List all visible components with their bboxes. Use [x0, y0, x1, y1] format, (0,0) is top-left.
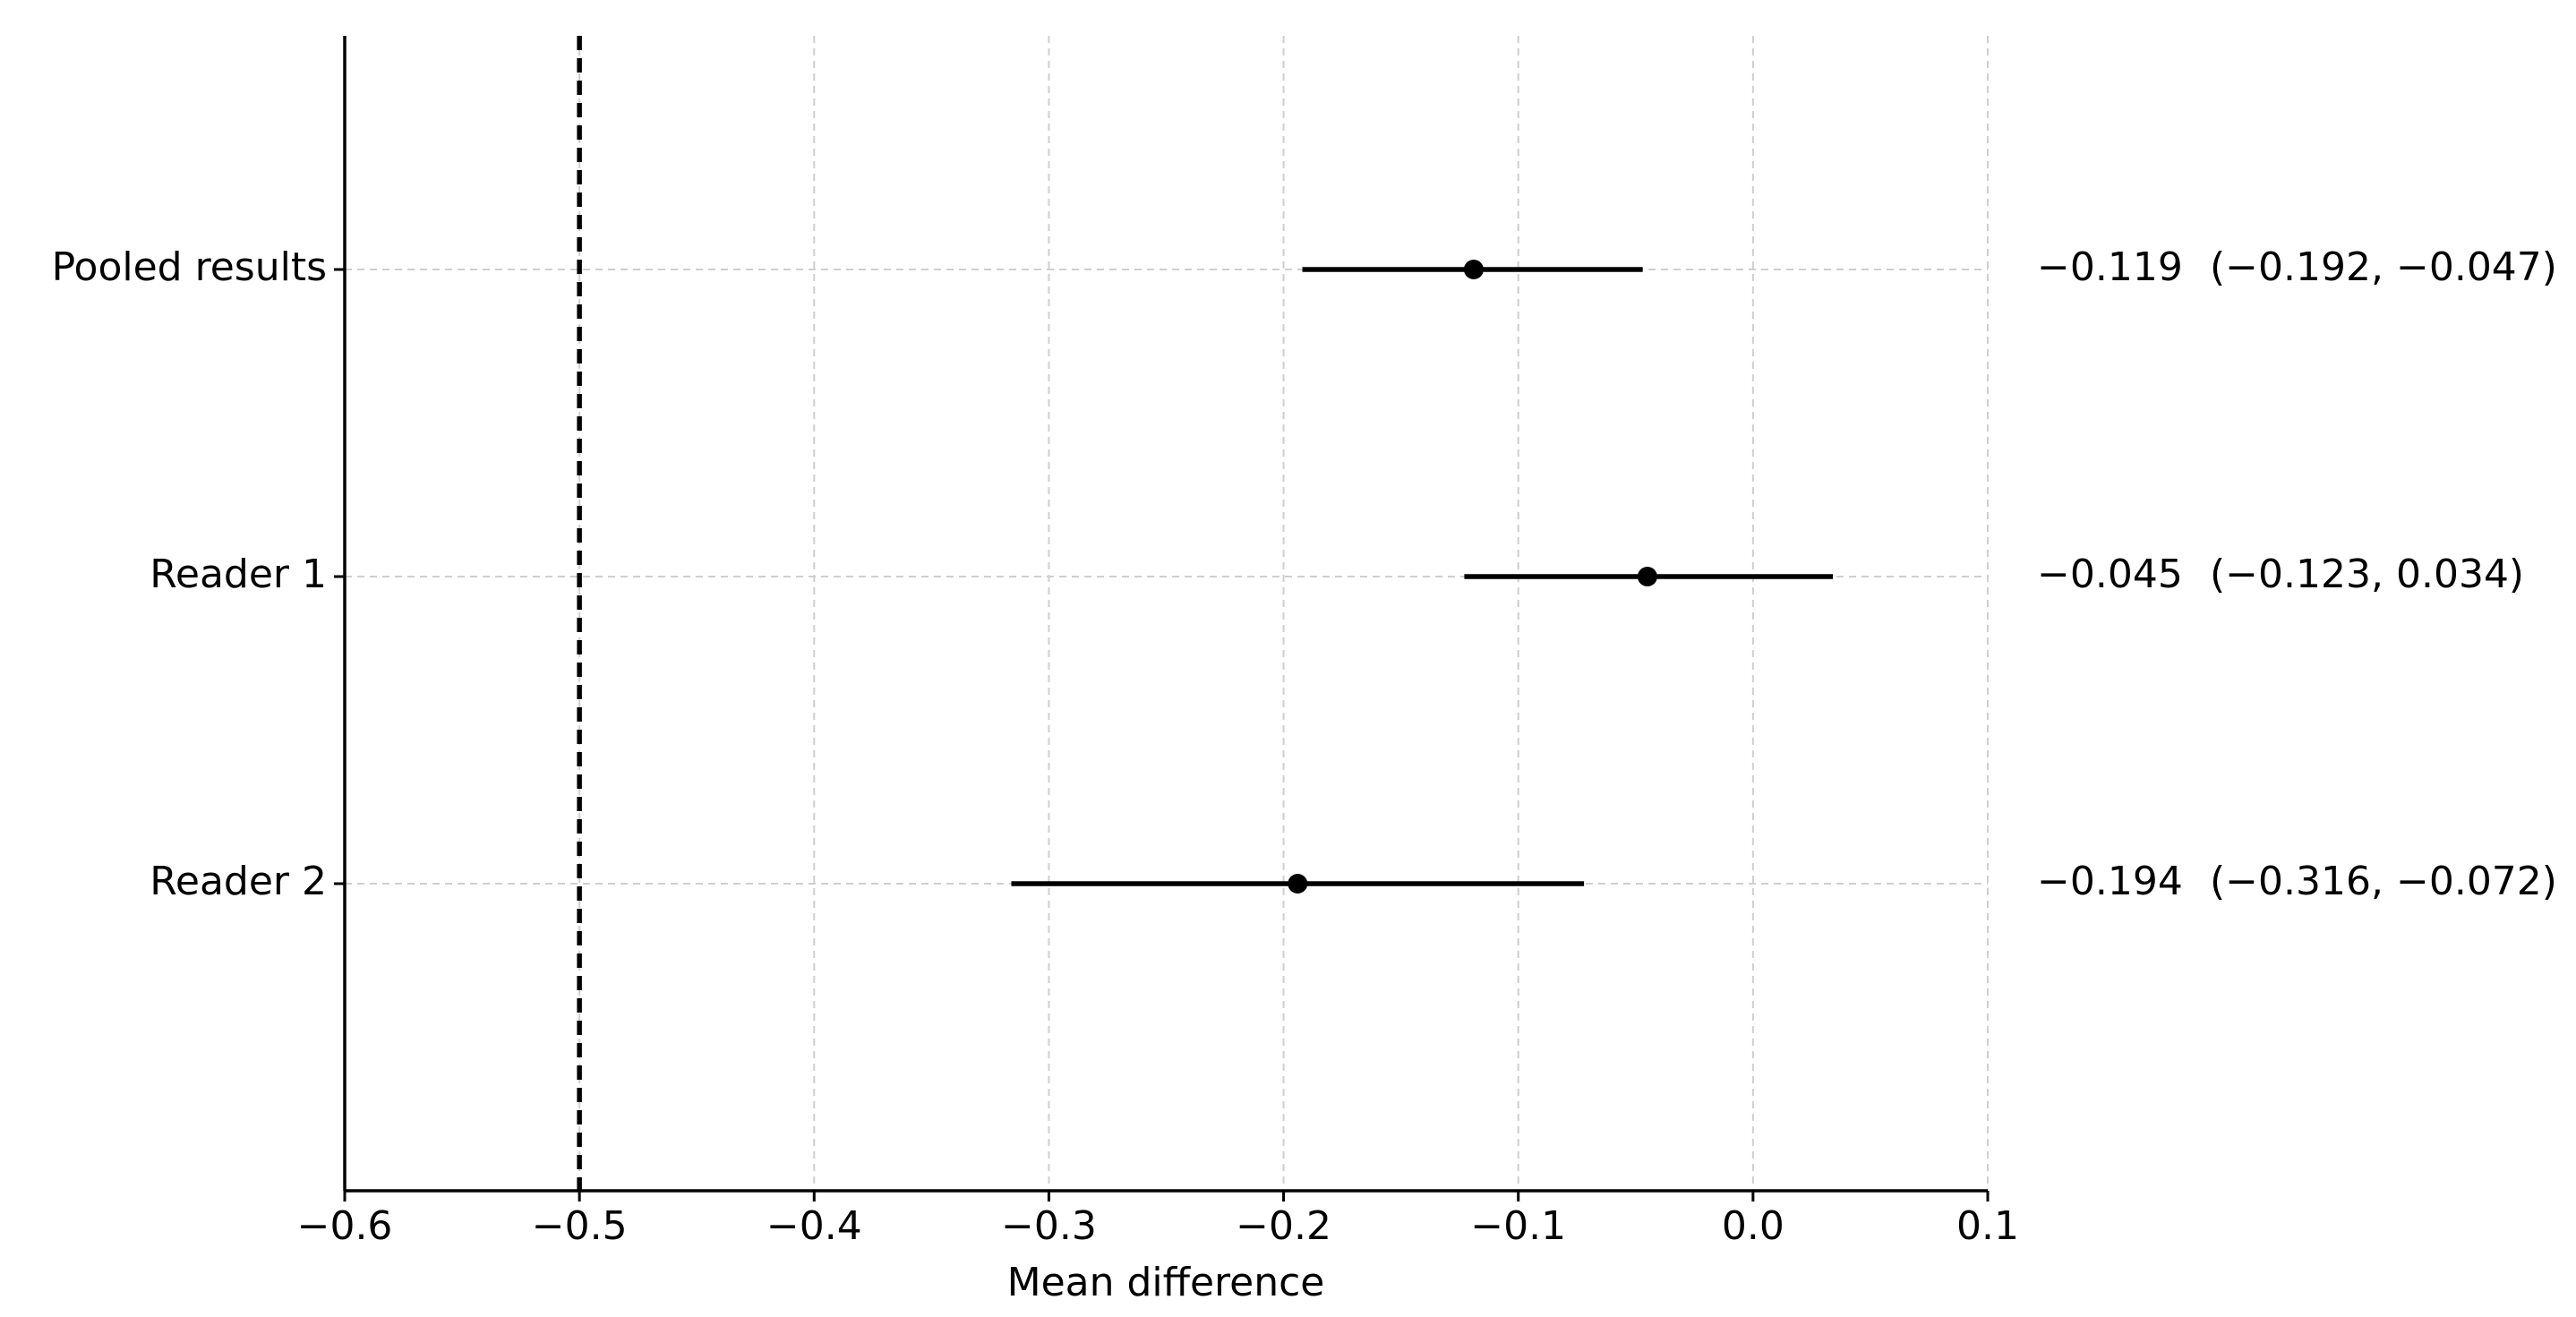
- x-tick-label: −0.5: [532, 1203, 628, 1249]
- value-label: −0.194: [2037, 859, 2183, 904]
- x-tick-label: −0.1: [1470, 1203, 1566, 1249]
- ci-label: (−0.192, −0.047): [2210, 244, 2557, 290]
- x-tick-label: 0.0: [1722, 1203, 1784, 1249]
- ci-label: (−0.123, 0.034): [2210, 552, 2524, 597]
- point-estimate: [1463, 260, 1484, 279]
- y-tick-label: Reader 2: [150, 859, 327, 904]
- point-estimate: [1288, 874, 1308, 894]
- x-axis-label: Mean difference: [1007, 1260, 1325, 1305]
- x-tick-label: 0.1: [1956, 1203, 2019, 1249]
- x-tick-label: −0.2: [1236, 1203, 1331, 1249]
- x-tick-label: −0.4: [766, 1203, 862, 1249]
- point-estimate: [1637, 567, 1657, 586]
- ci-label: (−0.316, −0.072): [2210, 859, 2557, 904]
- value-label: −0.119: [2037, 244, 2183, 290]
- x-tick-label: −0.6: [297, 1203, 393, 1249]
- value-label: −0.045: [2037, 552, 2183, 597]
- y-tick-label: Reader 1: [150, 552, 327, 597]
- x-tick-label: −0.3: [1001, 1203, 1097, 1249]
- y-tick-label: Pooled results: [52, 244, 327, 290]
